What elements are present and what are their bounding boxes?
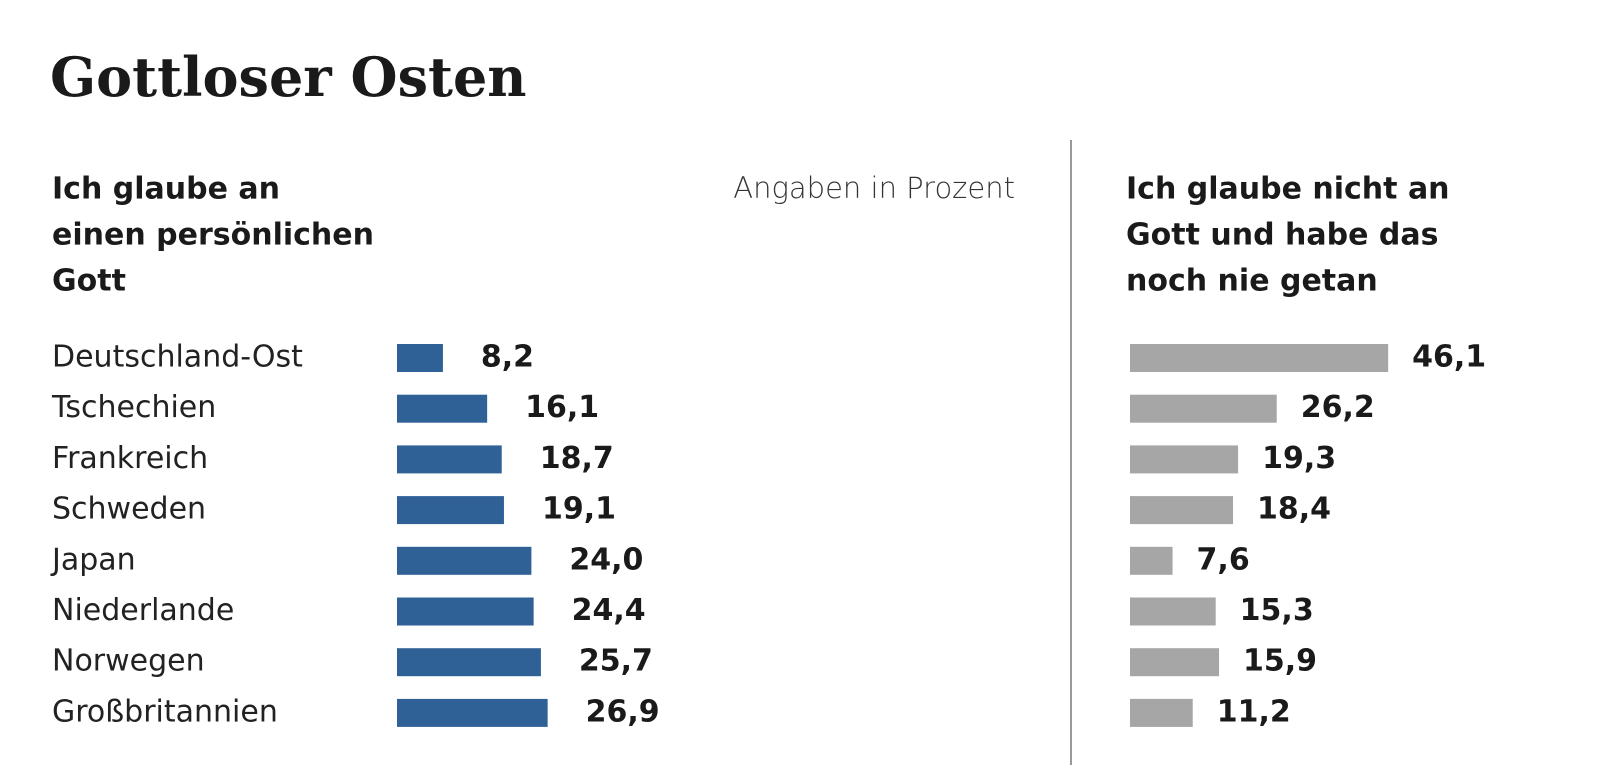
bar: [397, 698, 548, 727]
bar: [397, 597, 534, 626]
value-label: 7,6: [1197, 542, 1250, 577]
panel-title: Gott: [52, 264, 126, 299]
bar: [1130, 546, 1173, 575]
value-label: 16,1: [525, 390, 599, 425]
category-label: Großbritannien: [52, 694, 278, 729]
category-label: Frankreich: [52, 441, 208, 476]
value-label: 26,9: [586, 694, 660, 729]
category-label: Niederlande: [52, 593, 234, 628]
panel-title: einen persönlichen: [52, 218, 374, 253]
category-label: Deutschland-Ost: [52, 340, 303, 375]
bar: [1130, 394, 1277, 423]
value-label: 18,4: [1257, 492, 1331, 527]
bar: [1130, 698, 1193, 727]
bar: [397, 394, 488, 423]
value-label: 24,4: [572, 593, 646, 628]
bar: [397, 648, 541, 677]
value-label: 25,7: [579, 644, 653, 679]
bar: [1130, 344, 1389, 372]
value-label: 15,9: [1243, 644, 1317, 679]
value-label: 11,2: [1217, 694, 1291, 729]
value-label: 19,1: [542, 492, 616, 527]
value-label: 15,3: [1240, 593, 1314, 628]
panel-title: Ich glaube nicht an: [1126, 172, 1450, 207]
panel-title: noch nie getan: [1126, 264, 1378, 299]
bar: [397, 445, 502, 474]
bar: [1130, 597, 1216, 626]
bar: [1130, 445, 1239, 474]
value-label: 46,1: [1412, 340, 1486, 375]
bar: [397, 496, 504, 525]
panel-title: Ich glaube an: [52, 172, 280, 207]
bar: [397, 344, 443, 372]
page-title: Gottloser Osten: [50, 45, 527, 109]
value-label: 8,2: [481, 340, 534, 375]
unit-note: Angaben in Prozent: [733, 171, 1015, 205]
category-label: Norwegen: [52, 644, 205, 679]
category-label: Japan: [50, 542, 136, 577]
category-label: Tschechien: [51, 390, 216, 425]
value-label: 18,7: [540, 441, 614, 476]
panel-title: Gott und habe das: [1126, 218, 1438, 253]
value-label: 26,2: [1301, 390, 1375, 425]
value-label: 19,3: [1262, 441, 1336, 476]
bar: [1130, 648, 1220, 677]
value-label: 24,0: [569, 542, 643, 577]
category-label: Schweden: [52, 492, 206, 527]
bar: [397, 546, 532, 575]
bar: [1130, 496, 1234, 525]
